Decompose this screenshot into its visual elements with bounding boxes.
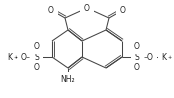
Text: S: S xyxy=(135,53,139,62)
Text: −: − xyxy=(144,55,148,60)
Text: O: O xyxy=(34,64,40,73)
Text: O: O xyxy=(147,53,153,62)
Text: O: O xyxy=(134,64,140,73)
Text: O: O xyxy=(34,41,40,50)
Text: NH₂: NH₂ xyxy=(61,75,75,84)
Text: O: O xyxy=(21,53,27,62)
Text: +: + xyxy=(167,55,171,60)
Text: S: S xyxy=(35,53,39,62)
Text: K: K xyxy=(7,53,13,62)
Text: O: O xyxy=(84,4,90,13)
Text: +: + xyxy=(13,55,17,60)
Text: O: O xyxy=(120,5,126,15)
Text: −: − xyxy=(26,55,30,60)
Text: K: K xyxy=(161,53,167,62)
Text: O: O xyxy=(48,5,54,15)
Text: O: O xyxy=(134,41,140,50)
